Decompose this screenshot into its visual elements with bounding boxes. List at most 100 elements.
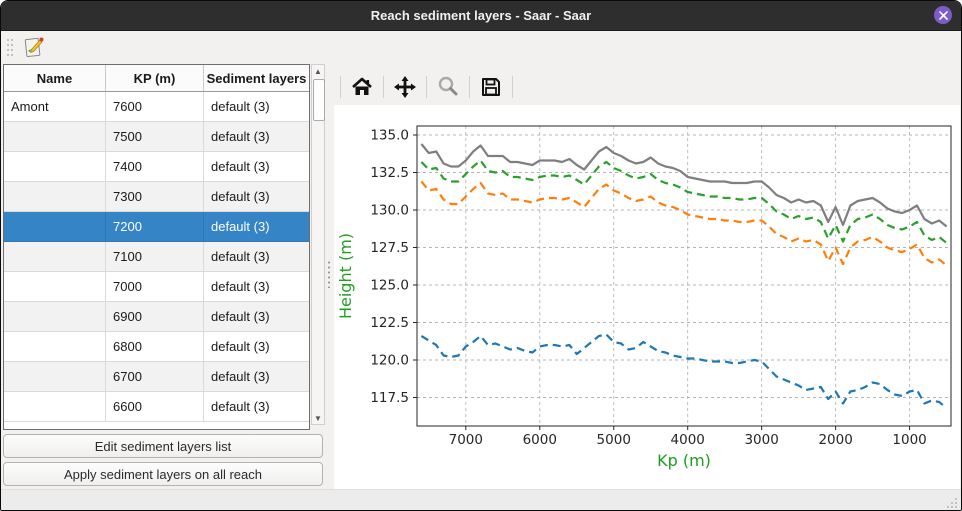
- save-button[interactable]: [476, 72, 506, 102]
- close-icon: [938, 10, 948, 20]
- cell-kp[interactable]: 7600: [106, 92, 204, 122]
- cell-kp[interactable]: 7000: [106, 272, 204, 302]
- table-row[interactable]: 6600 default (3): [4, 392, 309, 422]
- cell-name[interactable]: [4, 182, 106, 212]
- main-toolbar: [2, 31, 960, 64]
- plot-canvas[interactable]: 7000 6000 5000 4000 3000 2000 1000 117.5 120.0 12…: [334, 105, 960, 489]
- cell-name[interactable]: [4, 392, 106, 422]
- table-row[interactable]: 7400 default (3): [4, 152, 309, 182]
- cell-kp[interactable]: 6700: [106, 362, 204, 392]
- cell-name[interactable]: Amont: [4, 92, 106, 122]
- edit-sediment-tool-button[interactable]: [20, 34, 48, 62]
- edit-note-icon: [24, 37, 44, 57]
- toolbar-separator: [469, 76, 470, 98]
- cell-layers[interactable]: default (3): [204, 122, 309, 152]
- scrollbar-thumb[interactable]: [313, 79, 325, 121]
- svg-text:130.0: 130.0: [370, 203, 409, 219]
- table-row[interactable]: 7000 default (3): [4, 272, 309, 302]
- svg-text:3000: 3000: [744, 432, 778, 448]
- svg-text:120.0: 120.0: [370, 353, 409, 369]
- toolbar-separator: [426, 76, 427, 98]
- cell-layers[interactable]: default (3): [204, 392, 309, 422]
- svg-text:Height (m): Height (m): [336, 233, 355, 319]
- table-row[interactable]: 7500 default (3): [4, 122, 309, 152]
- cell-layers[interactable]: default (3): [204, 272, 309, 302]
- statusbar: [1, 489, 961, 510]
- cell-name[interactable]: [4, 272, 106, 302]
- table-row[interactable]: Amont 7600 default (3): [4, 92, 309, 122]
- table-row[interactable]: 6900 default (3): [4, 302, 309, 332]
- cell-layers[interactable]: default (3): [204, 92, 309, 122]
- cell-name[interactable]: [4, 242, 106, 272]
- plot-toolbar: [334, 69, 519, 105]
- toolbar-separator: [340, 76, 341, 98]
- magnifier-icon: [438, 76, 458, 96]
- cell-kp[interactable]: 7500: [106, 122, 204, 152]
- cell-kp[interactable]: 6600: [106, 392, 204, 422]
- cell-layers[interactable]: default (3): [204, 182, 309, 212]
- cell-name[interactable]: [4, 302, 106, 332]
- cell-layers[interactable]: default (3): [204, 302, 309, 332]
- table-header: Name KP (m) Sediment layers: [4, 65, 309, 92]
- cell-layers[interactable]: default (3): [204, 242, 309, 272]
- svg-text:7000: 7000: [449, 432, 483, 448]
- svg-text:125.0: 125.0: [370, 278, 409, 294]
- home-button[interactable]: [347, 72, 377, 102]
- cell-kp[interactable]: 6900: [106, 302, 204, 332]
- toolbar-separator: [383, 76, 384, 98]
- table-row[interactable]: 7200 default (3): [4, 212, 309, 242]
- svg-text:135.0: 135.0: [370, 128, 409, 144]
- cell-name[interactable]: [4, 122, 106, 152]
- close-button[interactable]: [934, 6, 952, 24]
- cell-layers[interactable]: default (3): [204, 152, 309, 182]
- cell-kp[interactable]: 7100: [106, 242, 204, 272]
- cell-layers[interactable]: default (3): [204, 332, 309, 362]
- resize-grip[interactable]: [944, 495, 958, 509]
- cell-kp[interactable]: 6800: [106, 332, 204, 362]
- svg-text:132.5: 132.5: [370, 165, 409, 181]
- save-floppy-icon: [482, 78, 500, 96]
- table-row[interactable]: 7300 default (3): [4, 182, 309, 212]
- edit-sediment-layers-button[interactable]: Edit sediment layers list: [3, 434, 323, 458]
- sediment-layers-chart: 7000 6000 5000 4000 3000 2000 1000 117.5 120.0 12…: [336, 125, 952, 470]
- table-scrollbar[interactable]: ▲ ▼: [311, 64, 325, 425]
- svg-text:122.5: 122.5: [370, 315, 409, 331]
- cell-name[interactable]: [4, 152, 106, 182]
- scrollbar-up-icon[interactable]: ▲: [314, 66, 322, 76]
- cell-layers[interactable]: default (3): [204, 362, 309, 392]
- scrollbar-down-icon[interactable]: ▼: [314, 413, 322, 423]
- pan-button[interactable]: [390, 72, 420, 102]
- panel-splitter[interactable]: [325, 64, 332, 484]
- column-header-kp[interactable]: KP (m): [106, 65, 204, 91]
- table-row[interactable]: 6800 default (3): [4, 332, 309, 362]
- svg-text:4000: 4000: [671, 432, 705, 448]
- window-title: Reach sediment layers - Saar - Saar: [370, 8, 592, 23]
- apply-sediment-layers-button[interactable]: Apply sediment layers on all reach: [3, 462, 323, 486]
- svg-text:6000: 6000: [523, 432, 557, 448]
- cell-name[interactable]: [4, 332, 106, 362]
- cell-name[interactable]: [4, 362, 106, 392]
- svg-text:127.5: 127.5: [370, 240, 409, 256]
- home-icon: [352, 77, 372, 95]
- toolbar-drag-handle[interactable]: [6, 37, 16, 59]
- table-row[interactable]: 6700 default (3): [4, 362, 309, 392]
- titlebar[interactable]: Reach sediment layers - Saar - Saar: [1, 1, 961, 31]
- table-body: Amont 7600 default (3) 7500 default (3) 7400 d…: [4, 92, 309, 422]
- svg-text:1000: 1000: [892, 432, 926, 448]
- column-header-layers[interactable]: Sediment layers: [206, 70, 307, 86]
- cell-name[interactable]: [4, 212, 106, 242]
- svg-text:Kp (m): Kp (m): [657, 451, 711, 470]
- cell-kp[interactable]: 7200: [106, 212, 204, 242]
- column-header-name[interactable]: Name: [4, 65, 106, 91]
- zoom-rect-button[interactable]: [433, 72, 463, 102]
- cell-kp[interactable]: 7300: [106, 182, 204, 212]
- svg-text:5000: 5000: [597, 432, 631, 448]
- svg-text:2000: 2000: [818, 432, 852, 448]
- pan-move-icon: [394, 76, 416, 98]
- svg-text:117.5: 117.5: [370, 390, 409, 406]
- cell-kp[interactable]: 7400: [106, 152, 204, 182]
- toolbar-separator: [512, 76, 513, 98]
- cell-layers[interactable]: default (3): [204, 212, 309, 242]
- table-row[interactable]: 7100 default (3): [4, 242, 309, 272]
